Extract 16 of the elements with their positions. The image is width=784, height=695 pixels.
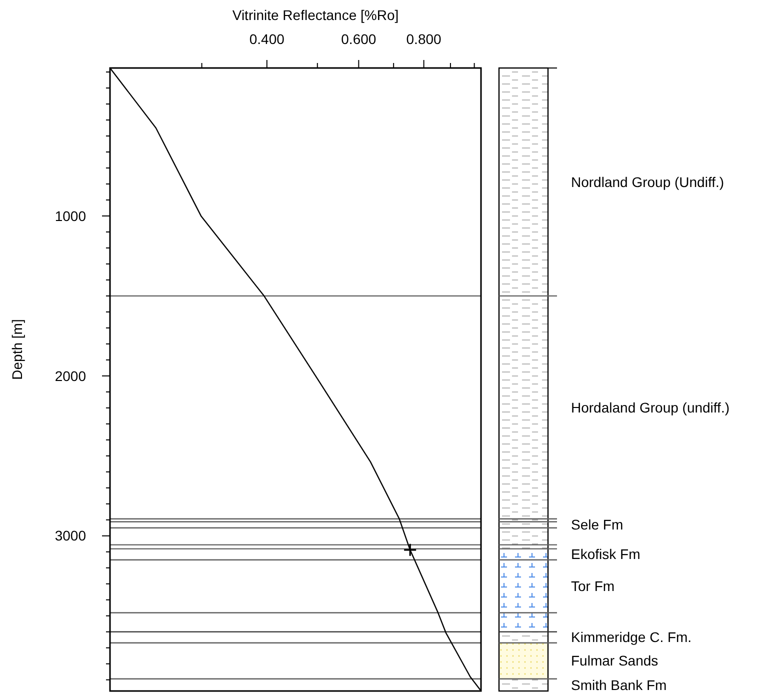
x-tick-label: 0.800 bbox=[406, 31, 442, 47]
text: Hordaland Group (undiff.) bbox=[571, 399, 730, 416]
y-axis-title: Depth [m] bbox=[9, 319, 25, 380]
text: Smith Bank Fm bbox=[571, 676, 667, 693]
text: Fulmar Sands bbox=[571, 652, 658, 669]
x-axis-title: Vitrinite Reflectance [%Ro] bbox=[232, 7, 399, 23]
text: Tor Fm bbox=[571, 578, 615, 594]
text: Nordland Group (Undiff.) bbox=[571, 174, 724, 190]
text: Sele Fm bbox=[571, 516, 624, 533]
x-tick-label: 0.400 bbox=[249, 31, 285, 47]
y-tick-label: 1000 bbox=[54, 208, 86, 224]
text: Ekofisk Fm bbox=[571, 546, 640, 562]
y-tick-label: 3000 bbox=[54, 528, 86, 544]
text: Kimmeridge C. Fm. bbox=[571, 629, 692, 646]
y-tick-label: 2000 bbox=[54, 368, 86, 384]
x-tick-label: 0.600 bbox=[341, 31, 376, 47]
